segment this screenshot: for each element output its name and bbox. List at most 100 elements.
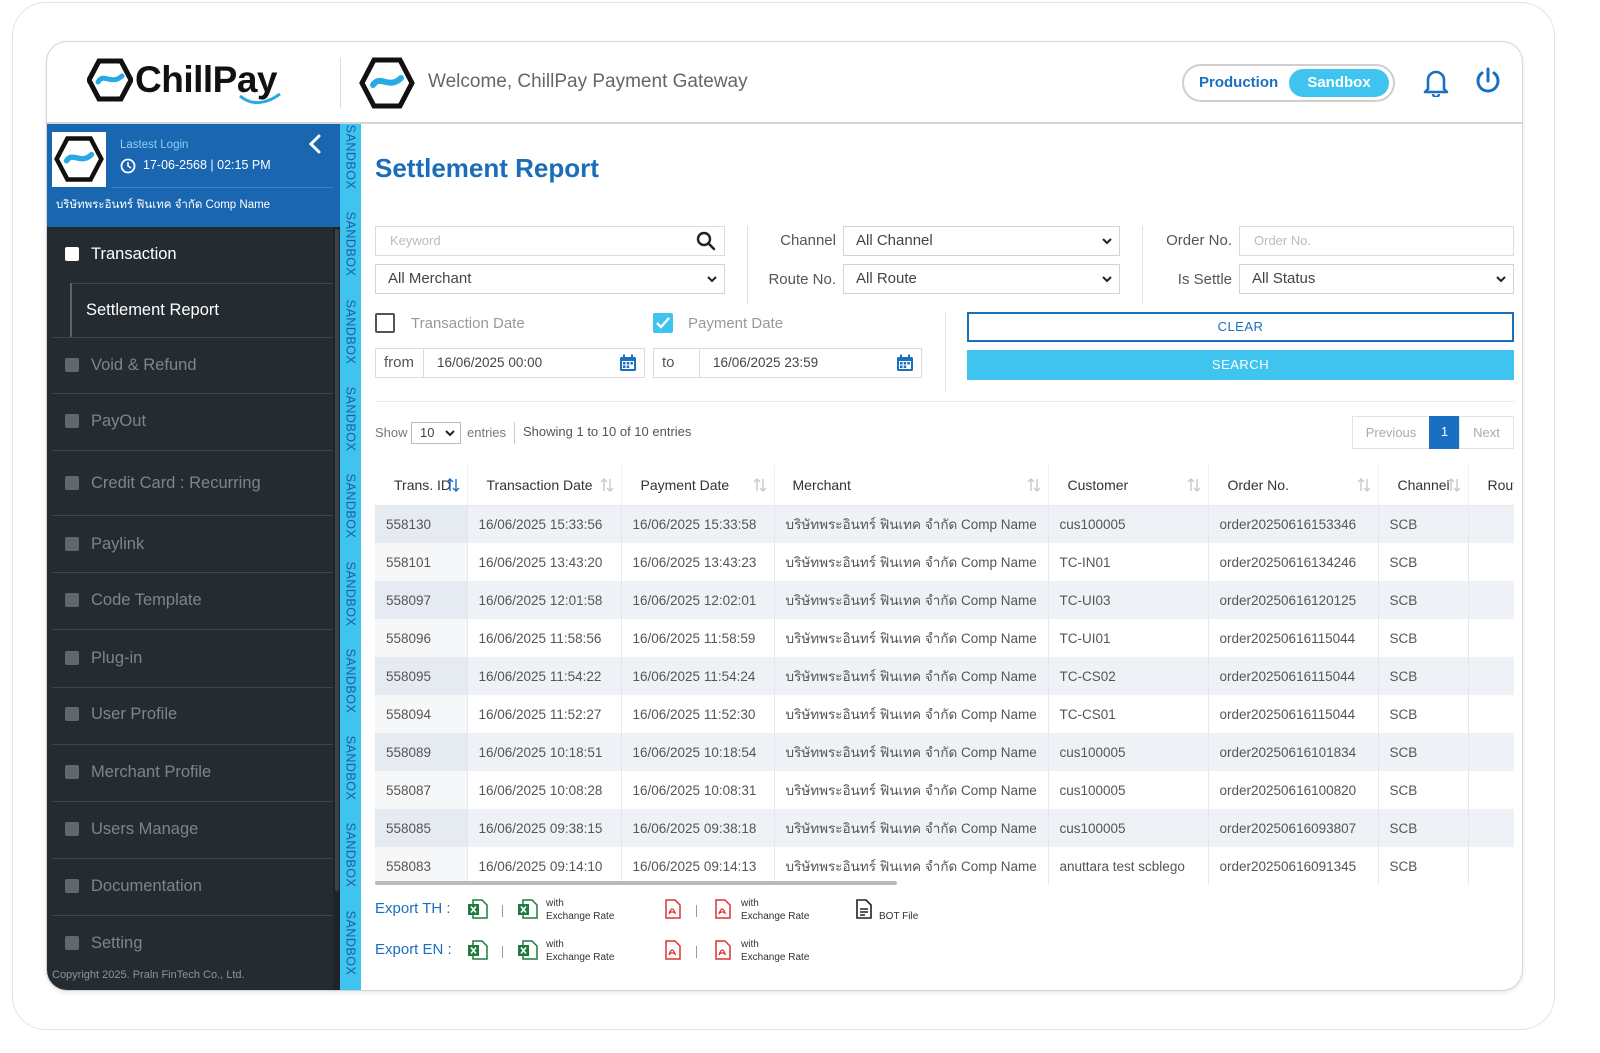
menu-item[interactable]: Users Manage [91,820,199,838]
table-cell: บริษัทพระอินทร์ ฟินเทค จำกัด Comp Name [774,619,1049,657]
export-bot[interactable] [855,898,877,920]
menu-item[interactable]: User Profile [91,705,178,723]
column-header[interactable]: Channel [1378,465,1469,506]
menu-item[interactable]: Setting [91,934,143,952]
route-select[interactable]: All Route [843,264,1120,294]
table-cell: 16/06/2025 09:38:18 [621,809,775,847]
export-excel-exchange[interactable] [517,898,539,920]
payment-date-checkbox[interactable] [652,312,674,334]
menu-item[interactable]: Plug-in [91,649,143,667]
column-header[interactable]: Merchant [774,465,1049,506]
previous-button[interactable]: Previous [1352,416,1430,449]
menu-item[interactable]: Transaction [91,245,177,263]
sort-icon [446,478,459,492]
with-label: with [546,898,564,909]
sandbox-label: SANDBOX [340,204,361,284]
table-cell: order20250616120125 [1208,581,1379,619]
menu-icon [62,762,82,782]
table-cell: order20250616153346 [1208,505,1379,543]
menu-item[interactable]: Credit Card : Recurring [91,474,261,492]
settle-select[interactable]: All Status [1239,264,1514,294]
merchant-select[interactable]: All Merchant [375,264,725,294]
entries-label: entries [467,425,507,440]
export-excel[interactable] [467,898,489,920]
order-input[interactable]: Order No. [1239,226,1514,256]
menu-icon [62,876,82,896]
export-pdf-exchange[interactable] [711,898,733,920]
column-header[interactable]: Payment Date [621,465,775,506]
export-pdf-exchange[interactable] [711,939,733,961]
table-cell [1468,657,1514,695]
table-cell: order20250616115044 [1208,619,1379,657]
menu-item[interactable]: Documentation [91,877,202,895]
calendar-icon[interactable] [896,354,914,372]
menu-separator [52,915,333,916]
column-header-text: Route No. [1487,476,1515,493]
table-cell: TC-CS02 [1048,657,1209,695]
from-date-input[interactable]: 16/06/2025 00:00 [423,348,645,378]
sandbox-label: SANDBOX [340,728,361,808]
pdf-icon-graphic [715,899,731,919]
column-header[interactable]: Transaction Date [467,465,622,506]
export-separator [696,905,697,917]
table-cell: anuttara test scblego [1048,847,1209,885]
avatar-logo [54,136,104,182]
menu-icon-graphic [65,765,79,779]
table-cell [1468,771,1514,809]
export-pdf[interactable] [661,898,683,920]
export-pdf[interactable] [661,939,683,961]
table-cell: SCB [1378,847,1469,885]
environment-toggle[interactable]: Production Sandbox [1182,64,1395,102]
column-header[interactable]: Route No. [1468,465,1515,506]
order-placeholder: Order No. [1254,233,1312,248]
column-header[interactable]: Customer [1048,465,1209,506]
table-cell: 16/06/2025 11:58:59 [621,619,775,657]
keyword-input[interactable]: Keyword [375,226,725,256]
page-text: 1 [1440,424,1449,439]
column-header[interactable]: Order No. [1208,465,1379,506]
collapse-sidebar[interactable] [307,133,323,155]
bot-file-label: BOT File [879,911,919,922]
notification-bell[interactable] [1422,67,1450,97]
column-header[interactable]: Trans. ID [375,465,468,506]
menu-separator [52,572,333,573]
production-option[interactable]: Production [1199,74,1279,91]
menu-icon-graphic [65,707,79,721]
table-cell: TC-IN01 [1048,543,1209,581]
table-cell: 16/06/2025 10:08:31 [621,771,775,809]
sandbox-option[interactable]: Sandbox [1289,69,1389,97]
table-cell: 558095 [375,657,468,695]
menu-item[interactable]: PayOut [91,412,147,430]
sandbox-label: SANDBOX [340,554,361,634]
calendar-icon[interactable] [619,354,637,372]
menu-item[interactable]: Void & Refund [91,356,197,374]
menu-item[interactable]: Code Template [91,591,202,609]
search-button[interactable]: SEARCH [967,350,1514,380]
menu-separator [52,337,333,338]
transaction-date-checkbox[interactable] [375,313,395,333]
table-cell: 558083 [375,847,468,885]
table-row: 558094 16/06/2025 11:52:27 16/06/2025 11:5… [375,695,1514,733]
page-size-select[interactable]: 10 [411,422,461,444]
menu-separator [52,744,333,745]
menu-item[interactable]: Merchant Profile [91,763,212,781]
table-cell: บริษัทพระอินทร์ ฟินเทค จำกัด Comp Name [774,505,1049,543]
search-icon[interactable] [696,231,716,251]
next-button[interactable]: Next [1459,416,1514,449]
submenu-item[interactable]: Settlement Report [86,301,219,319]
menu-icon-graphic [65,593,79,607]
export-excel[interactable] [467,939,489,961]
page-button[interactable]: 1 [1429,416,1460,449]
channel-select[interactable]: All Channel [843,226,1120,256]
table-cell: บริษัทพระอินทร์ ฟินเทค จำกัด Comp Name [774,733,1049,771]
export-separator [696,946,697,958]
table-cell: TC-UI03 [1048,581,1209,619]
logout-button[interactable] [1473,66,1503,96]
copyright: Copyright 2025. Praln FinTech Co., Ltd. [52,969,245,981]
clear-button[interactable]: CLEAR [967,312,1514,342]
menu-icon [62,648,82,668]
export-excel-exchange[interactable] [517,939,539,961]
to-date-input[interactable]: 16/06/2025 23:59 [699,348,922,378]
sandbox-text: SANDBOX [343,735,358,801]
menu-item[interactable]: Paylink [91,535,145,553]
